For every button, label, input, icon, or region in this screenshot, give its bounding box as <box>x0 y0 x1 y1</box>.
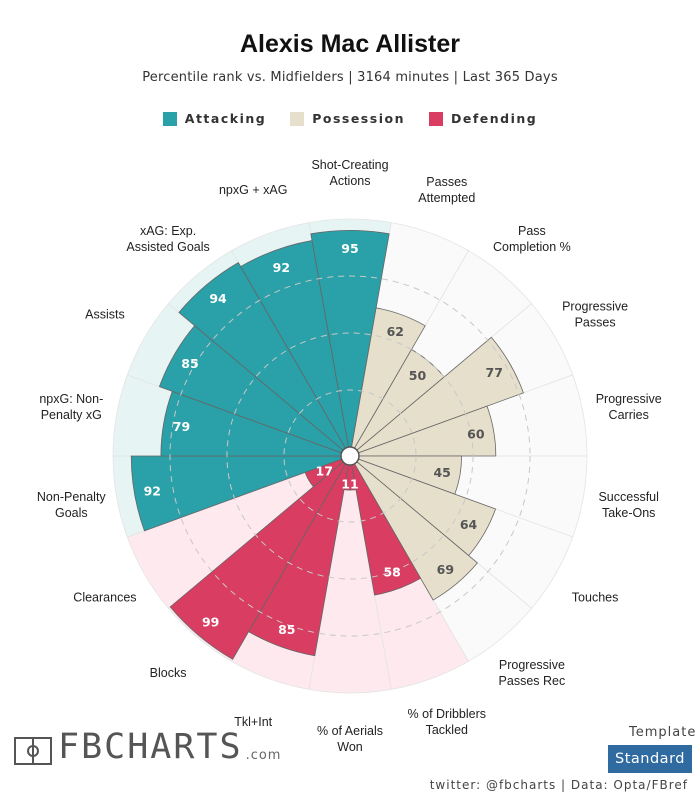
metric-label: Shot-Creating Actions <box>311 158 388 188</box>
value-label: 58 <box>383 564 400 579</box>
metric-label: % of Dribblers Tackled <box>408 707 487 737</box>
metric-label: Pass Completion % <box>493 224 571 254</box>
value-label: 64 <box>460 517 478 532</box>
metric-label: % of Aerials Won <box>317 724 383 754</box>
metric-label: Progressive Carries <box>596 392 662 422</box>
value-label: 85 <box>181 356 198 371</box>
value-label: 92 <box>273 260 290 275</box>
template-badge: Standard <box>608 745 692 773</box>
legend-item-attacking: Attacking <box>162 111 267 126</box>
legend-item-defending: Defending <box>428 111 538 126</box>
metric-label: npxG: Non-Penalty xG <box>39 392 103 422</box>
value-label: 94 <box>209 291 227 306</box>
metric-label: Clearances <box>73 591 136 605</box>
metric-label: Non-Penalty Goals <box>37 490 107 520</box>
legend-label-attacking: Attacking <box>184 111 267 126</box>
brand-name: FBCHARTS <box>58 727 243 767</box>
center-hub <box>340 446 360 466</box>
metric-label: npxG + xAG <box>219 183 287 197</box>
value-label: 77 <box>486 365 503 380</box>
value-label: 62 <box>387 324 404 339</box>
data-credit: twitter: @fbcharts | Data: Opta/FBref <box>429 778 688 792</box>
metric-label: Touches <box>572 591 619 605</box>
grid-ring <box>226 332 474 580</box>
grid-ring <box>283 389 417 523</box>
value-label: 85 <box>278 622 295 637</box>
brand-suffix: .com <box>245 748 282 763</box>
value-label: 99 <box>202 615 219 630</box>
legend-swatch-defending <box>428 111 443 126</box>
grid-rings <box>169 275 531 637</box>
value-label: 69 <box>437 562 454 577</box>
value-label: 17 <box>316 463 333 478</box>
bars <box>130 230 524 660</box>
metric-label: Blocks <box>150 666 187 680</box>
legend-label-possession: Possession <box>312 111 405 126</box>
legend-item-possession: Possession <box>290 111 405 126</box>
metric-label: Tkl+Int <box>234 715 272 729</box>
value-label: 92 <box>144 483 161 498</box>
value-label: 11 <box>341 477 358 492</box>
value-label: 50 <box>409 368 427 383</box>
value-label: 95 <box>341 241 358 256</box>
legend-swatch-possession <box>290 111 305 126</box>
grid-ring <box>169 275 531 637</box>
metric-label: Passes Attempted <box>418 175 475 205</box>
metric-label: Successful Take-Ons <box>598 490 658 520</box>
value-label: 60 <box>467 426 485 441</box>
template-label: Template <box>629 725 697 740</box>
metric-label: Progressive Passes Rec <box>499 658 566 688</box>
legend: Attacking Possession Defending <box>0 111 700 126</box>
chart-title: Alexis Mac Allister <box>239 30 460 58</box>
metric-label: xAG: Exp. Assisted Goals <box>126 224 209 254</box>
chart-subtitle: Percentile rank vs. Midfielders | 3164 m… <box>142 70 558 85</box>
brand-logo: FBCHARTS .com <box>14 730 281 765</box>
legend-swatch-attacking <box>162 111 177 126</box>
value-label: 45 <box>433 465 450 480</box>
value-label: 79 <box>173 419 190 434</box>
legend-label-defending: Defending <box>450 111 538 126</box>
metric-label: Progressive Passes <box>562 300 628 330</box>
metric-label: Assists <box>85 308 125 322</box>
labels: 95 Shot-Creating Actions 62 Passes Attempted 5… <box>37 158 662 754</box>
pitch-icon <box>14 737 52 765</box>
